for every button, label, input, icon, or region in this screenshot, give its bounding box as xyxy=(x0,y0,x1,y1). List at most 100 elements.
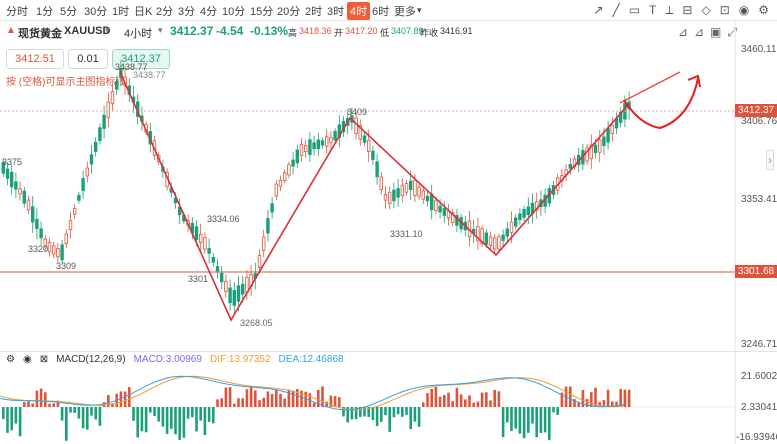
macd-bar xyxy=(216,399,219,407)
tf-3h[interactable]: 3时 xyxy=(327,6,345,18)
eraser-icon[interactable]: ◇ xyxy=(701,3,711,17)
macd-bar xyxy=(447,392,450,407)
macd-bar xyxy=(44,392,47,407)
macd-bar xyxy=(266,391,270,407)
macd-bar xyxy=(65,407,68,441)
candle-body xyxy=(270,203,274,213)
text-icon[interactable]: T xyxy=(649,3,657,17)
chevron-right-icon[interactable]: › xyxy=(766,150,774,170)
tf-2h[interactable]: 2时 xyxy=(305,6,323,18)
macd-bar xyxy=(325,401,328,407)
candle-body xyxy=(291,159,295,167)
candle-body xyxy=(324,136,329,147)
high-value: 3418.36 xyxy=(299,26,332,36)
line-icon[interactable]: ╱ xyxy=(612,3,620,17)
candle-body xyxy=(484,232,488,245)
pen-icon[interactable]: ↗ xyxy=(593,3,604,17)
tf-4m[interactable]: 4分 xyxy=(200,6,218,18)
macd-eye-icon[interactable]: ◉ xyxy=(22,354,32,365)
macd-bar xyxy=(581,389,585,407)
eye-icon[interactable]: ◉ xyxy=(738,3,750,17)
tf-6h[interactable]: 6时 xyxy=(372,6,390,18)
chevron-down-icon[interactable]: ▾ xyxy=(417,5,422,15)
dif-value: DIF:13.97352 xyxy=(209,354,271,365)
macd-bar xyxy=(321,386,324,407)
candle-body xyxy=(39,228,43,239)
candle-body xyxy=(5,168,10,179)
label-low-3268: 3268.05 xyxy=(240,318,273,328)
tf-2m[interactable]: 2分 xyxy=(156,6,174,18)
candle-body xyxy=(333,131,337,141)
lock-icon[interactable]: ⊡ xyxy=(719,3,730,17)
fullscreen-icon[interactable]: ⤢ xyxy=(727,25,737,39)
candle-body xyxy=(81,178,85,192)
tf-30m[interactable]: 30分 xyxy=(84,6,108,18)
macd-bar xyxy=(573,399,576,407)
candle-body xyxy=(408,180,413,191)
macd-bar xyxy=(18,407,22,437)
candle-body xyxy=(89,154,94,165)
macd-bar xyxy=(77,407,81,419)
candle-body xyxy=(236,285,241,302)
symbol-name[interactable]: 现货黄金 xyxy=(18,28,62,40)
symbol-chevron-icon[interactable]: ▾ xyxy=(105,25,110,35)
compare-icon[interactable]: ⊿ xyxy=(693,25,705,39)
trend-zigzag[interactable] xyxy=(119,71,629,322)
spread-box[interactable]: 0.01 xyxy=(68,49,108,69)
bid-box[interactable]: 3412.51 xyxy=(6,49,64,69)
macd-settings-icon[interactable]: ⚙ xyxy=(6,354,15,365)
current-price-tag: 3412.37 xyxy=(735,104,777,117)
macd-bar xyxy=(426,393,429,407)
macd-bar xyxy=(23,402,26,407)
tf-5m[interactable]: 5分 xyxy=(60,6,78,18)
macd-bar xyxy=(14,407,18,424)
macd-bar xyxy=(2,407,5,420)
layout-icon[interactable]: ▣ xyxy=(710,25,722,39)
candle-body xyxy=(60,244,64,261)
period-chevron-icon[interactable]: ▾ xyxy=(158,25,163,35)
dea-value: DEA:12.46868 xyxy=(278,354,344,365)
candle-body xyxy=(610,124,614,134)
tf-daily[interactable]: 日K xyxy=(134,6,153,18)
label-3331: 3331.10 xyxy=(390,229,423,239)
candle-body xyxy=(606,128,610,143)
zoom-icon[interactable]: ⊟ xyxy=(682,3,693,17)
ruler-icon[interactable]: ⟂ xyxy=(665,3,674,17)
ask-box[interactable]: 3412.37 xyxy=(112,49,170,69)
macd-title[interactable]: MACD(12,26,9) xyxy=(56,354,126,365)
tf-1m[interactable]: 1分 xyxy=(36,6,54,18)
tf-10m[interactable]: 10分 xyxy=(222,6,246,18)
indicator-icon[interactable]: ⊿ xyxy=(677,25,688,39)
macd-bar xyxy=(207,407,211,422)
tf-4h[interactable]: 4时 xyxy=(347,2,371,20)
candle-body xyxy=(257,255,262,268)
candlesticks xyxy=(1,60,631,314)
candle-body xyxy=(568,163,572,169)
candle-body xyxy=(303,145,308,153)
macd-bar xyxy=(111,403,114,407)
tf-1h[interactable]: 1时 xyxy=(112,6,130,18)
projection-line[interactable] xyxy=(619,71,681,104)
tf-fenshi[interactable]: 分时 xyxy=(6,6,28,18)
candle-body xyxy=(194,226,199,241)
macd-value: MACD:3.00969 xyxy=(133,354,202,365)
candle-body xyxy=(299,143,304,156)
candle-body xyxy=(56,248,60,258)
rect-icon[interactable]: ▭ xyxy=(628,3,641,17)
arrow-head-icon xyxy=(687,74,701,88)
projection-arrow-curve[interactable] xyxy=(623,77,699,130)
settings-icon[interactable]: ⚙ xyxy=(758,3,769,17)
tf-more[interactable]: 更多 xyxy=(394,6,416,18)
macd-bar xyxy=(191,407,194,418)
macd-bar xyxy=(543,407,547,433)
candle-body xyxy=(22,190,26,204)
tf-3m[interactable]: 3分 xyxy=(178,6,196,18)
tf-15m[interactable]: 15分 xyxy=(250,6,274,18)
tf-20m[interactable]: 20分 xyxy=(277,6,301,18)
macd-close-icon[interactable]: ⊠ xyxy=(39,354,49,365)
period-label[interactable]: 4小时 xyxy=(124,28,153,40)
macd-bar xyxy=(590,392,593,407)
candle-body xyxy=(308,139,312,155)
macd-bar xyxy=(270,393,274,407)
